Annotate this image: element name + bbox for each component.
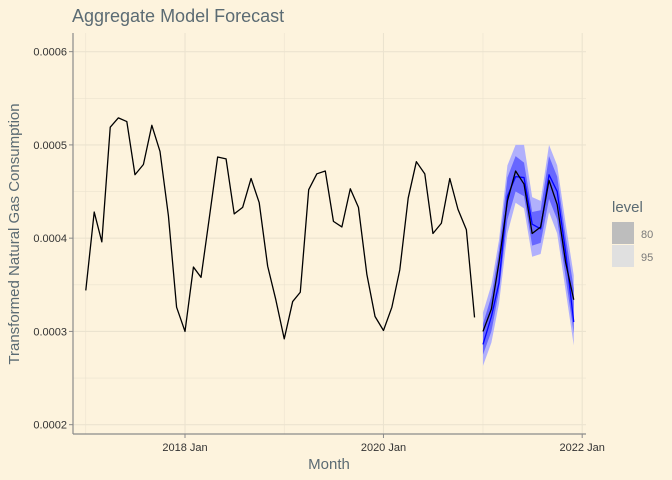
legend-title: level: [612, 199, 643, 216]
x-axis-title: Month: [308, 456, 350, 473]
legend-label-95: 95: [641, 252, 653, 264]
grid-lines: [73, 33, 586, 434]
forecast-line-blue: [482, 174, 575, 345]
y-axis-ticks: 0.0002 0.0003 0.0004 0.0005 0.0006: [33, 47, 73, 432]
y-axis-title: Transformed Natural Gas Consumption: [6, 103, 23, 364]
x-axis-ticks: 2018 Jan 2020 Jan 2022 Jan: [162, 434, 605, 454]
legend: level 80 95: [612, 199, 653, 267]
y-tick-label: 0.0003: [33, 326, 67, 338]
y-tick-label: 0.0004: [33, 233, 67, 245]
legend-swatch-95: [612, 245, 634, 267]
y-tick-label: 0.0005: [33, 140, 67, 152]
forecast-line-black: [482, 170, 575, 332]
chart-title: Aggregate Model Forecast: [72, 6, 284, 26]
y-tick-label: 0.0002: [33, 420, 67, 432]
x-tick-label: 2022 Jan: [560, 442, 605, 454]
band-80: [482, 156, 574, 355]
confidence-bands: [482, 144, 574, 366]
legend-swatch-80: [612, 222, 634, 244]
history-line: [85, 117, 476, 340]
y-tick-label: 0.0006: [33, 47, 67, 59]
x-tick-label: 2018 Jan: [162, 442, 207, 454]
x-tick-label: 2020 Jan: [361, 442, 406, 454]
legend-label-80: 80: [641, 229, 653, 241]
series-lines: [85, 117, 575, 345]
